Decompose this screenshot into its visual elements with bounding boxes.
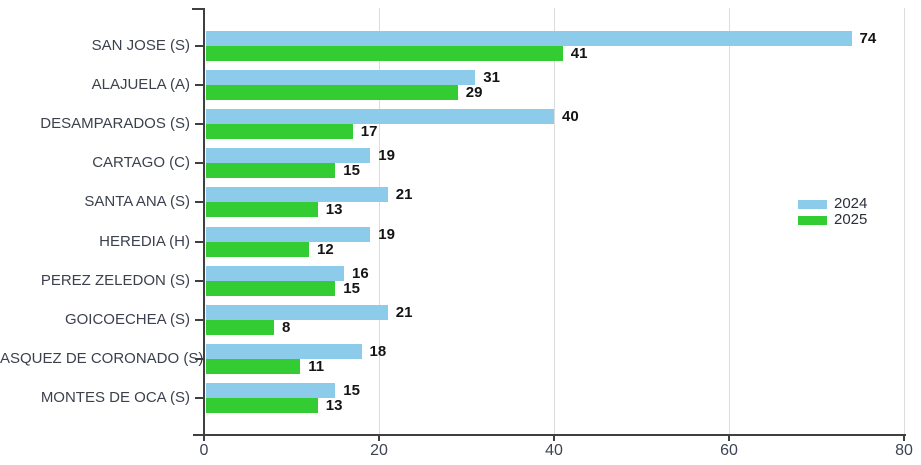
legend-item-2024: 2024 xyxy=(798,196,867,212)
x-tick-label-20: 20 xyxy=(370,442,388,459)
value-label-2024: 74 xyxy=(859,30,877,47)
bar-2024 xyxy=(206,382,336,398)
value-label-2024: 16 xyxy=(352,264,369,282)
category-tick xyxy=(195,162,204,165)
legend-label-2024: 2024 xyxy=(834,195,868,212)
bar-2024 xyxy=(206,343,362,359)
legend-label-2025: 2025 xyxy=(834,211,868,228)
value-label-2025: 13 xyxy=(325,201,343,219)
bar-2024 xyxy=(206,226,371,242)
value-label-2024: 18 xyxy=(369,342,387,360)
value-label-2024: 19 xyxy=(378,225,395,243)
x-axis-tick-20 xyxy=(378,436,380,441)
y-axis-end-tick xyxy=(192,8,204,10)
value-label-2024: 19 xyxy=(378,147,395,165)
value-label-2025: 29 xyxy=(465,84,483,102)
bar-2024 xyxy=(206,109,554,125)
gridline-x80 xyxy=(903,8,905,434)
category-label: GOICOECHEA (S) xyxy=(64,310,190,328)
bar-2025 xyxy=(206,397,318,413)
category-label: MONTES DE OCA (S) xyxy=(40,388,190,406)
category-tick xyxy=(195,279,204,282)
x-tick-label-40: 40 xyxy=(545,442,563,459)
category-tick xyxy=(195,123,204,126)
category-tick xyxy=(195,84,204,87)
bar-2024 xyxy=(206,148,371,164)
bar-2025 xyxy=(206,319,274,335)
legend-swatch-2024 xyxy=(798,199,827,209)
bar-2025 xyxy=(206,85,458,101)
category-tick xyxy=(195,396,204,399)
x-tick-label-60: 60 xyxy=(720,442,738,459)
value-label-2024: 21 xyxy=(395,303,413,321)
y-axis xyxy=(203,8,205,441)
category-label: HEREDIA (H) xyxy=(99,232,190,250)
category-tick xyxy=(195,201,204,204)
x-axis-tick-80 xyxy=(903,436,905,441)
value-label-2025: 17 xyxy=(360,123,378,141)
bar-2025 xyxy=(206,163,336,179)
category-tick xyxy=(195,318,204,321)
legend-item-2025: 2025 xyxy=(798,212,867,228)
value-label-2025: 41 xyxy=(570,45,588,62)
category-label: SANTA ANA (S) xyxy=(84,193,190,211)
value-label-2025: 11 xyxy=(308,357,325,375)
category-tick xyxy=(195,357,204,360)
category-tick xyxy=(195,240,204,243)
value-label-2024: 15 xyxy=(343,381,360,399)
bar-2024 xyxy=(206,70,476,86)
bar-2025 xyxy=(206,124,353,140)
category-label: PEREZ ZELEDON (S) xyxy=(40,271,190,289)
category-label: ASQUEZ DE CORONADO (S) xyxy=(0,349,204,367)
x-axis-tick-40 xyxy=(553,436,555,441)
value-label-2025: 15 xyxy=(343,279,360,297)
bar-2025 xyxy=(206,280,336,296)
bar-2024 xyxy=(206,187,388,203)
legend-swatch-2025 xyxy=(798,215,827,225)
x-tick-label-80: 80 xyxy=(895,442,913,459)
gridline-x20 xyxy=(378,8,380,434)
category-label: CARTAGO (C) xyxy=(92,154,190,172)
gridline-x60 xyxy=(728,8,730,434)
x-axis xyxy=(193,434,906,436)
bar-2024 xyxy=(206,304,388,320)
bar-2025 xyxy=(206,46,563,61)
legend: 2024 2025 xyxy=(798,196,867,228)
category-label: ALAJUELA (A) xyxy=(91,76,190,94)
x-tick-label-0: 0 xyxy=(199,442,209,459)
value-label-2024: 31 xyxy=(483,69,500,87)
value-label-2024: 21 xyxy=(395,186,413,204)
bar-2025 xyxy=(206,241,309,257)
category-label: SAN JOSE (S) xyxy=(91,37,190,54)
category-tick xyxy=(195,45,204,47)
value-label-2024: 40 xyxy=(562,108,579,126)
value-label-2025: 12 xyxy=(317,240,334,258)
x-axis-tick-60 xyxy=(728,436,730,441)
value-label-2025: 13 xyxy=(325,396,343,414)
bar-2025 xyxy=(206,358,301,374)
value-label-2025: 8 xyxy=(282,318,291,336)
gridline-x40 xyxy=(553,8,555,434)
bar-2025 xyxy=(206,202,318,218)
bar-2024 xyxy=(206,265,344,281)
value-label-2025: 15 xyxy=(343,162,360,180)
bar-2024 xyxy=(206,31,852,46)
category-label: DESAMPARADOS (S) xyxy=(40,115,190,133)
